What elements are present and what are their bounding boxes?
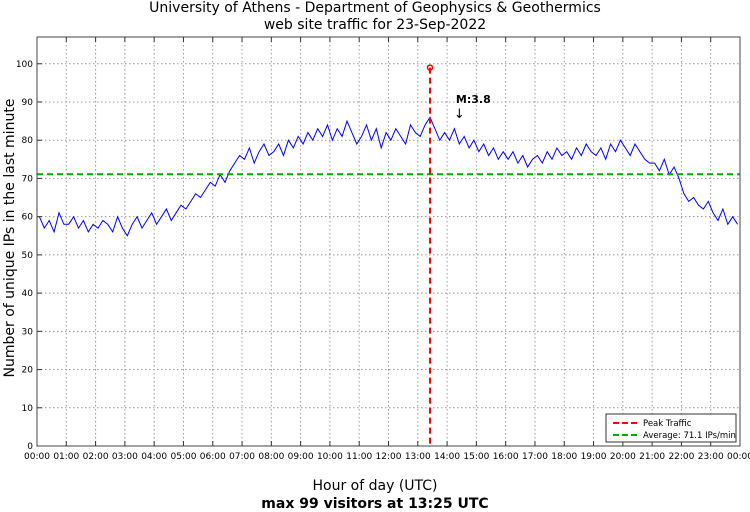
x-tick-label: 09:00	[288, 452, 314, 462]
chart-footer: max 99 visitors at 13:25 UTC	[261, 496, 489, 512]
x-tick-label: 22:00	[668, 452, 694, 462]
x-tick-label: 16:00	[493, 452, 519, 462]
x-tick-label: 23:00	[698, 452, 724, 462]
x-tick-label: 15:00	[463, 452, 489, 462]
y-tick-label: 30	[22, 327, 34, 337]
y-tick-label: 100	[16, 60, 33, 70]
x-tick-label: 00:00	[24, 452, 50, 462]
x-tick-label: 12:00	[376, 452, 402, 462]
x-tick-label: 02:00	[83, 452, 109, 462]
x-tick-label: 01:00	[53, 452, 79, 462]
x-tick-label: 06:00	[200, 452, 226, 462]
x-tick-label: 07:00	[229, 452, 255, 462]
y-tick-label: 50	[22, 251, 34, 261]
x-tick-label: 04:00	[141, 452, 167, 462]
x-tick-label: 05:00	[170, 452, 196, 462]
peak-marker	[426, 64, 434, 71]
x-tick-label: 03:00	[112, 452, 138, 462]
annotation-arrow: ↓	[454, 107, 465, 122]
plot-frame	[36, 36, 741, 447]
x-tick-label: 18:00	[551, 452, 577, 462]
y-tick-label: 60	[22, 213, 34, 223]
y-tick-label: 90	[22, 98, 34, 108]
x-tick-label: 10:00	[317, 452, 343, 462]
y-tick-label: 80	[22, 136, 34, 146]
legend-peak-label: Peak Traffic	[643, 419, 692, 429]
x-axis-label: Hour of day (UTC)	[312, 478, 438, 494]
x-tick-label: 14:00	[434, 452, 460, 462]
traffic-series-line	[38, 116, 739, 237]
y-tick-label: 40	[22, 289, 34, 299]
legend-average-label: Average: 71.1 IPs/min	[643, 431, 736, 441]
x-tick-label: 21:00	[639, 452, 665, 462]
x-tick-label: 20:00	[610, 452, 636, 462]
legend-box	[605, 413, 737, 443]
x-tick-label: 17:00	[522, 452, 548, 462]
annotation-label: M:3.8	[456, 93, 491, 106]
x-tick-label: 13:00	[405, 452, 431, 462]
chart-subtitle: web site traffic for 23-Sep-2022	[263, 17, 487, 33]
x-tick-label: 00:00	[727, 452, 750, 462]
y-tick-label: 0	[27, 442, 33, 452]
x-tick-label: 08:00	[258, 452, 284, 462]
chart-title: University of Athens - Department of Geo…	[149, 0, 601, 16]
x-tick-label: 19:00	[581, 452, 607, 462]
x-tick-label: 11:00	[346, 452, 372, 462]
y-tick-label: 70	[22, 174, 34, 184]
y-tick-label: 20	[22, 366, 34, 376]
y-tick-label: 10	[22, 404, 34, 414]
